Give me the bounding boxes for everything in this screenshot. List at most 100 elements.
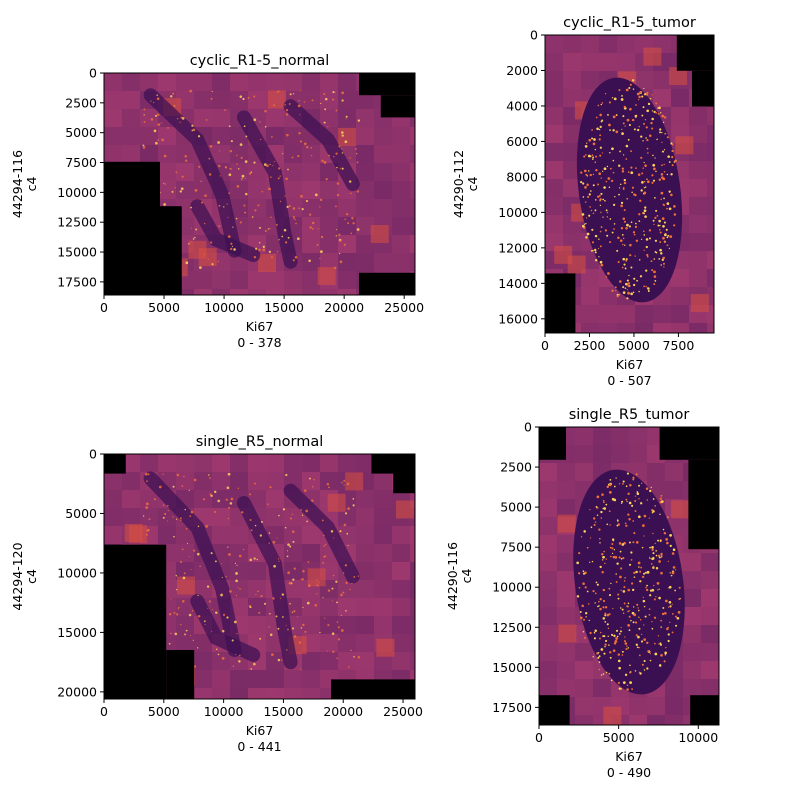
tissue-region bbox=[576, 77, 683, 303]
ki67-spot bbox=[626, 500, 628, 503]
ki67-spot bbox=[664, 233, 667, 237]
image-tile bbox=[302, 598, 320, 616]
ki67-spot bbox=[643, 572, 646, 575]
ki67-spot bbox=[669, 605, 672, 608]
image-tile bbox=[701, 607, 719, 625]
ki67-spot bbox=[293, 93, 295, 95]
image-tile bbox=[557, 535, 575, 553]
ki67-spot bbox=[185, 527, 188, 530]
ki67-spot bbox=[591, 137, 594, 140]
ki67-spot bbox=[281, 235, 284, 238]
image-tile bbox=[635, 305, 653, 323]
ki67-spot bbox=[653, 223, 655, 226]
ki67-spot bbox=[343, 523, 347, 527]
ki67-spot bbox=[593, 631, 596, 634]
ki67-spot bbox=[604, 606, 608, 609]
ki67-spot bbox=[289, 93, 292, 96]
ki67-spot bbox=[658, 219, 661, 223]
ki67-spot bbox=[145, 502, 149, 506]
ki67-spot bbox=[661, 612, 665, 616]
image-tile bbox=[392, 616, 410, 634]
ki67-spot bbox=[659, 241, 662, 243]
ki67-spot bbox=[356, 190, 360, 193]
ki67-spot bbox=[591, 241, 595, 244]
ki67-spot bbox=[583, 155, 586, 158]
ki67-spot bbox=[148, 518, 151, 521]
ki67-spot bbox=[601, 553, 604, 556]
ki67-spot bbox=[248, 172, 252, 175]
ki67-spot bbox=[618, 89, 621, 92]
ki67-spot bbox=[266, 164, 269, 168]
ki67-spot bbox=[285, 108, 289, 112]
image-tile-edge bbox=[669, 67, 688, 86]
image-tile-edge bbox=[176, 576, 195, 595]
ki67-spot bbox=[598, 528, 601, 531]
ki67-spot bbox=[661, 141, 663, 143]
ki67-spot bbox=[625, 226, 628, 230]
ki67-spot bbox=[204, 623, 206, 626]
image-tile bbox=[248, 163, 266, 181]
ki67-spot bbox=[627, 647, 630, 649]
image-tile bbox=[176, 181, 194, 199]
ki67-spot bbox=[309, 477, 311, 480]
image-tile bbox=[707, 305, 714, 323]
ki67-spot bbox=[264, 229, 267, 232]
ki67-spot bbox=[173, 611, 176, 614]
ki67-spot bbox=[655, 550, 657, 552]
image-tile bbox=[611, 445, 629, 463]
image-tile bbox=[140, 127, 158, 145]
ki67-spot bbox=[319, 631, 321, 634]
x-tick-label: 2500 bbox=[574, 338, 606, 353]
image-tile bbox=[320, 109, 338, 127]
image-tile bbox=[575, 445, 593, 463]
ki67-spot bbox=[612, 203, 616, 207]
ki67-spot bbox=[632, 231, 636, 234]
ki67-spot bbox=[174, 632, 178, 636]
ki67-spot bbox=[609, 651, 612, 654]
ki67-spot bbox=[340, 593, 343, 597]
ki67-spot bbox=[175, 171, 178, 174]
ki67-spot bbox=[163, 182, 165, 184]
image-tile bbox=[320, 454, 338, 472]
ki67-spot bbox=[157, 123, 161, 126]
ki67-spot bbox=[206, 585, 210, 588]
image-tile bbox=[302, 670, 320, 688]
image-tile bbox=[707, 251, 714, 269]
image-tile bbox=[539, 643, 557, 661]
ki67-spot bbox=[609, 555, 612, 558]
image-tile bbox=[284, 289, 302, 295]
ki67-spot bbox=[341, 482, 343, 484]
ki67-spot bbox=[303, 101, 306, 103]
ki67-spot bbox=[192, 238, 195, 240]
ki67-spot bbox=[589, 537, 592, 539]
image-tile bbox=[302, 217, 320, 235]
image-tile bbox=[410, 544, 415, 562]
ki67-spot bbox=[184, 633, 186, 636]
ki67-spot bbox=[649, 594, 652, 597]
ki67-spot bbox=[643, 180, 646, 183]
ki67-spot bbox=[614, 556, 618, 559]
ki67-spot bbox=[236, 154, 238, 157]
ki67-spot bbox=[191, 227, 193, 229]
empty-region bbox=[545, 273, 576, 333]
ki67-spot bbox=[632, 88, 635, 90]
ki67-spot bbox=[594, 602, 596, 604]
ki67-spot bbox=[620, 626, 622, 629]
ki67-spot bbox=[604, 643, 607, 646]
image-tile bbox=[539, 625, 557, 643]
ki67-spot bbox=[631, 186, 635, 189]
image-tile bbox=[122, 490, 140, 508]
ki67-spot bbox=[631, 118, 635, 122]
image-tile bbox=[545, 125, 563, 143]
ki67-spot bbox=[643, 191, 647, 195]
empty-region bbox=[676, 35, 714, 71]
ki67-spot bbox=[188, 556, 190, 558]
image-tile bbox=[683, 643, 701, 661]
image-tile bbox=[539, 607, 557, 625]
ki67-spot bbox=[615, 289, 617, 292]
image-tile bbox=[689, 179, 707, 197]
image-tile bbox=[557, 463, 575, 481]
ki67-spot bbox=[578, 586, 581, 589]
image-tile bbox=[284, 526, 302, 544]
ki67-spot bbox=[611, 289, 614, 293]
